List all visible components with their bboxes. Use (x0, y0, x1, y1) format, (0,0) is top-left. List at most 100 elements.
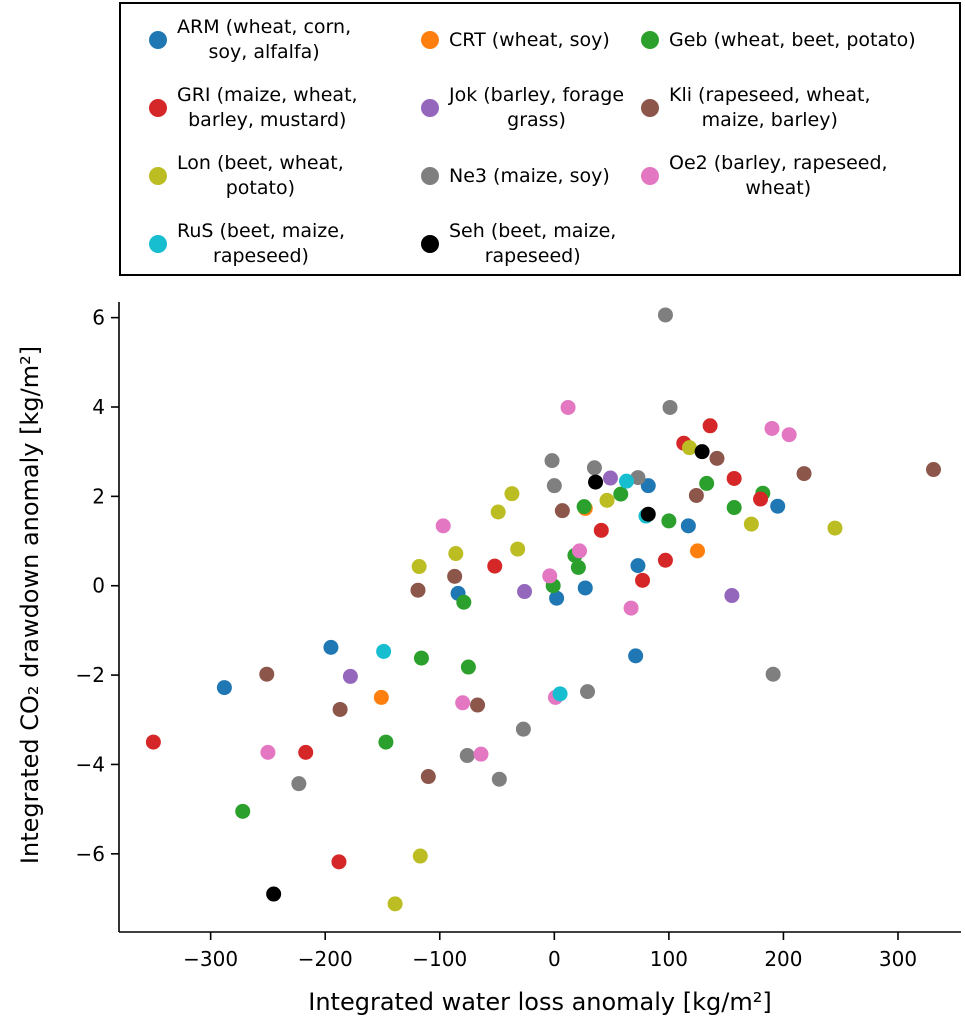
data-point (572, 543, 588, 559)
legend-marker (149, 99, 167, 117)
data-point (827, 520, 843, 536)
legend-label: Kli (rapeseed, wheat, maize, barley) (669, 84, 871, 131)
data-point (796, 466, 812, 482)
data-point (770, 498, 786, 514)
legend-label: Oe2 (barley, rapeseed, wheat) (669, 152, 888, 199)
data-point (764, 420, 780, 436)
data-point (602, 470, 618, 486)
data-point (613, 486, 629, 502)
data-point (448, 546, 464, 562)
x-tick-label: −100 (412, 947, 467, 971)
data-point (630, 558, 646, 574)
data-point (580, 684, 596, 700)
legend-entry: Oe2 (barley, rapeseed, wheat) (641, 150, 888, 202)
data-point (628, 648, 644, 664)
legend-entry: Kli (rapeseed, wheat, maize, barley) (641, 82, 871, 134)
data-point (459, 748, 475, 764)
data-point (332, 701, 348, 717)
data-point (342, 668, 358, 684)
legend-marker (421, 235, 439, 253)
data-point (491, 771, 507, 787)
x-tick-label: 300 (879, 947, 917, 971)
data-point (690, 543, 706, 559)
x-tick-label: 200 (764, 947, 802, 971)
data-point (709, 450, 725, 466)
legend-entry: Ne3 (maize, soy) (421, 150, 610, 202)
data-point (487, 558, 503, 574)
legend-marker (421, 99, 439, 117)
legend-marker (149, 235, 167, 253)
legend-label: Seh (beet, maize, rapeseed) (449, 220, 617, 267)
legend-label: Geb (wheat, beet, potato) (669, 28, 916, 51)
x-tick-label: −300 (183, 947, 238, 971)
data-point (387, 896, 403, 912)
data-point (623, 600, 639, 616)
data-point (576, 499, 592, 515)
data-points (145, 307, 942, 912)
data-point (599, 492, 615, 508)
legend-entry: Geb (wheat, beet, potato) (641, 14, 916, 66)
data-point (699, 475, 715, 491)
x-axis-label: Integrated water loss anomaly [kg/m²] (308, 988, 771, 1016)
legend-entry: Jok (barley, forage grass) (421, 82, 624, 134)
data-point (145, 734, 161, 750)
data-point (577, 580, 593, 596)
legend-label: CRT (wheat, soy) (449, 28, 610, 51)
x-ticks: −300 −200 −100 0 100 200 300 (183, 932, 917, 971)
legend-entry: RuS (beet, maize, rapeseed) (149, 218, 345, 270)
legend-entry: CRT (wheat, soy) (421, 14, 610, 66)
data-point (260, 744, 276, 760)
data-point (373, 689, 389, 705)
y-tick-label: −4 (76, 752, 105, 776)
legend-label: Lon (beet, wheat, potato) (177, 152, 344, 199)
x-tick-label: 100 (650, 947, 688, 971)
legend-label: Ne3 (maize, soy) (449, 164, 610, 187)
data-point (781, 427, 797, 443)
legend-entry: Seh (beet, maize, rapeseed) (421, 218, 616, 270)
data-point (726, 500, 742, 516)
data-point (378, 734, 394, 750)
data-point (618, 473, 634, 489)
legend-entry: GRI (maize, wheat, barley, mustard) (149, 82, 358, 134)
data-point (702, 418, 718, 434)
data-point (657, 552, 673, 568)
data-point (635, 572, 651, 588)
data-point (640, 506, 656, 522)
y-tick-label: 0 (92, 574, 105, 598)
y-tick-label: −2 (76, 663, 105, 687)
data-point (266, 886, 282, 902)
data-point (435, 518, 451, 534)
data-point (447, 568, 463, 584)
x-tick-label: −200 (298, 947, 353, 971)
data-point (411, 559, 427, 575)
data-point (593, 522, 609, 538)
data-point (420, 769, 436, 785)
legend: ARM (wheat, corn, soy, alfalfa) CRT (whea… (119, 2, 961, 276)
data-point (470, 697, 486, 713)
x-tick-label: 0 (548, 947, 561, 971)
data-point (455, 695, 471, 711)
legend-marker (421, 31, 439, 49)
data-point (694, 444, 710, 460)
data-point (688, 487, 704, 503)
legend-label: RuS (beet, maize, rapeseed) (177, 220, 346, 267)
data-point (657, 307, 673, 323)
data-point (743, 516, 759, 532)
data-point (544, 453, 560, 469)
data-point (410, 582, 426, 598)
data-point (235, 803, 251, 819)
y-tick-label: 6 (92, 306, 105, 330)
data-point (554, 503, 570, 519)
data-point (661, 513, 677, 529)
legend-entry: ARM (wheat, corn, soy, alfalfa) (149, 14, 351, 66)
legend-marker (149, 31, 167, 49)
data-point (510, 541, 526, 557)
legend-marker (421, 167, 439, 185)
legend-label: ARM (wheat, corn, soy, alfalfa) (177, 16, 352, 63)
data-point (413, 650, 429, 666)
data-point (630, 470, 646, 486)
data-point (259, 666, 275, 682)
y-axis-label: Integrated CO₂ drawdown anomaly [kg/m²] (16, 346, 44, 864)
legend-label: GRI (maize, wheat, barley, mustard) (177, 84, 358, 131)
